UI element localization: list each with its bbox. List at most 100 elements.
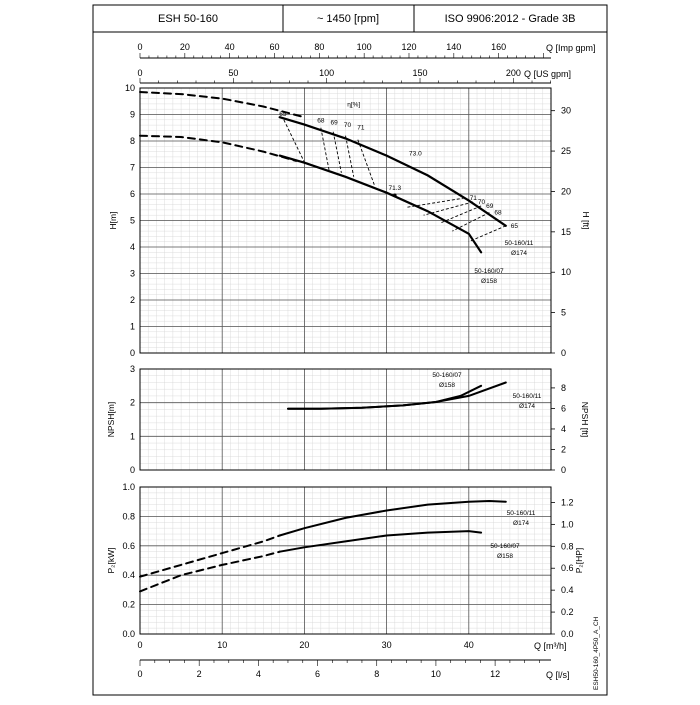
head-y2-label: H [ft] — [581, 212, 591, 230]
outer-frame — [92, 4, 608, 696]
npsh-frame — [139, 368, 552, 471]
power-y-tick: 0.0 — [122, 629, 135, 639]
header-standard: ISO 9906:2012 - Grade 3B — [445, 13, 576, 25]
side-code: ESH50-160_4P50_A_CH — [593, 616, 600, 690]
top-imp-tick: 0 — [137, 42, 142, 52]
iso-eff-right-1 — [452, 212, 490, 232]
power-series-label-07-a: 50-160/07 — [490, 543, 520, 550]
npsh-panel: 0 1 2 3 0 2 4 6 8 NPSH[m] NPSH [ft] 50-160/07 Ø158 50… — [106, 364, 590, 475]
bep-marker-07 — [393, 193, 397, 198]
top-us-tick: 50 — [228, 68, 238, 78]
head-y-tick: 2 — [130, 295, 135, 305]
head-series-label-11-a: 50-160/11 — [505, 240, 534, 247]
power-curve-1 — [278, 530, 483, 553]
bottom-ls-tick: 4 — [256, 669, 261, 679]
head-y-tick: 9 — [130, 110, 135, 120]
bottom-ls-tick: 2 — [197, 669, 202, 679]
power-y2-tick: 0.8 — [561, 541, 574, 551]
top-us-label: Q [US gpm] — [524, 69, 571, 79]
head-y2-tick: 5 — [561, 308, 566, 318]
top-imp-tick: 40 — [225, 42, 235, 52]
npsh-y-tick: 1 — [130, 431, 135, 441]
bottom-m3h-tick: 0 — [137, 640, 142, 650]
power-series-label-11-b: Ø174 — [513, 520, 529, 527]
iso-eff-left-0 — [283, 119, 305, 163]
power-frame — [139, 486, 552, 635]
head-curve-dashed-1 — [139, 134, 298, 162]
head-curve-1 — [278, 154, 483, 254]
npsh-y-tick: 3 — [130, 364, 135, 374]
top-us-tick: 100 — [319, 68, 334, 78]
power-y2-tick: 0.6 — [561, 563, 574, 573]
iso-eff-left-3 — [345, 135, 355, 177]
npsh-series-label-11-a: 50-160/11 — [513, 393, 542, 400]
bottom-m3h-tick: 10 — [217, 640, 227, 650]
iso-eff-label-right: 68 — [494, 210, 502, 217]
power-curve-0 — [278, 499, 507, 537]
iso-eff-label-left: 70 — [344, 122, 352, 129]
npsh-y-label: NPSH[m] — [106, 402, 116, 437]
iso-eff-label-right: 70 — [478, 199, 486, 206]
top-imp-tick: 80 — [314, 42, 324, 52]
npsh-series-label-07-a: 50-160/07 — [432, 372, 462, 379]
top-imp-label: Q [Imp gpm] — [546, 43, 596, 53]
npsh-series-label-11-b: Ø174 — [519, 403, 535, 410]
iso-eff-right-0 — [468, 225, 506, 243]
iso-eff-label-right: 69 — [486, 203, 494, 210]
top-imp-tick: 20 — [180, 42, 190, 52]
bottom-ls-tick: 8 — [374, 669, 379, 679]
head-y-tick: 7 — [130, 163, 135, 173]
iso-eff-label-left: 68 — [317, 117, 325, 124]
npsh-y2-tick: 2 — [561, 444, 566, 454]
power-panel: 0.0 0.2 0.4 0.6 0.8 1.0 0.0 0.2 0.4 0.6 0.8 1.0 1.2 P… — [106, 482, 584, 639]
head-y2-tick: 20 — [561, 186, 571, 196]
bottom-axes: 0 10 20 30 40 Q [m³/h] 0 2 4 6 8 10 12 Q [l/s] — [137, 640, 569, 680]
iso-eff-label-right: 65 — [511, 223, 519, 230]
top-imp-tick: 100 — [357, 42, 372, 52]
head-curve-dashed-0 — [139, 91, 306, 119]
top-imp-tick: 120 — [401, 42, 416, 52]
top-us-tick: 0 — [137, 68, 142, 78]
npsh-y2-tick: 8 — [561, 383, 566, 393]
npsh-series-label-07-b: Ø158 — [439, 382, 455, 389]
head-series-label-07-a: 50-160/07 — [474, 268, 504, 275]
head-series-label-11-b: Ø174 — [511, 250, 527, 257]
head-y-tick: 1 — [130, 322, 135, 332]
top-axes: 0 20 40 60 80 100 120 140 160 0 50 100 150 200 Q [Imp … — [137, 42, 596, 84]
head-y-tick: 8 — [130, 136, 135, 146]
iso-eff-label-left: 71 — [357, 125, 365, 132]
power-y-tick: 1.0 — [122, 482, 135, 492]
head-y-tick: 6 — [130, 189, 135, 199]
iso-eff-right-3 — [423, 201, 474, 216]
bottom-m3h-tick: 30 — [382, 640, 392, 650]
iso-eff-left-2 — [332, 131, 342, 173]
iso-eff-left-4 — [357, 139, 375, 185]
bep-label-11: 73.0 — [409, 151, 422, 158]
bottom-m3h-label: Q [m³/h] — [534, 641, 567, 651]
iso-eff-label-left: 69 — [331, 120, 339, 127]
npsh-y2-tick: 6 — [561, 403, 566, 413]
bottom-m3h-tick: 20 — [299, 640, 309, 650]
head-y2-tick: 30 — [561, 106, 571, 116]
head-y-tick: 10 — [125, 83, 135, 93]
power-y2-tick: 1.0 — [561, 519, 574, 529]
head-y2-tick: 10 — [561, 267, 571, 277]
head-curve-0 — [278, 116, 507, 227]
head-y2-tick: 25 — [561, 146, 571, 156]
iso-eff-left-1 — [320, 127, 330, 171]
power-curve-dashed-0 — [139, 534, 281, 578]
power-y2-tick: 0.0 — [561, 629, 574, 639]
power-curve-dashed-1 — [139, 550, 281, 593]
bottom-ls-tick: 12 — [490, 669, 500, 679]
npsh-y-tick: 2 — [130, 398, 135, 408]
top-imp-tick: 140 — [446, 42, 461, 52]
top-imp-tick: 160 — [491, 42, 506, 52]
head-y-tick: 3 — [130, 269, 135, 279]
power-y-label: P₂[kW] — [106, 548, 116, 574]
bottom-ls-label: Q [l/s] — [546, 670, 570, 680]
bottom-ls-tick: 6 — [315, 669, 320, 679]
power-y-tick: 0.2 — [122, 600, 135, 610]
top-imp-tick: 60 — [269, 42, 279, 52]
head-frame — [139, 87, 552, 354]
power-y-tick: 0.6 — [122, 541, 135, 551]
